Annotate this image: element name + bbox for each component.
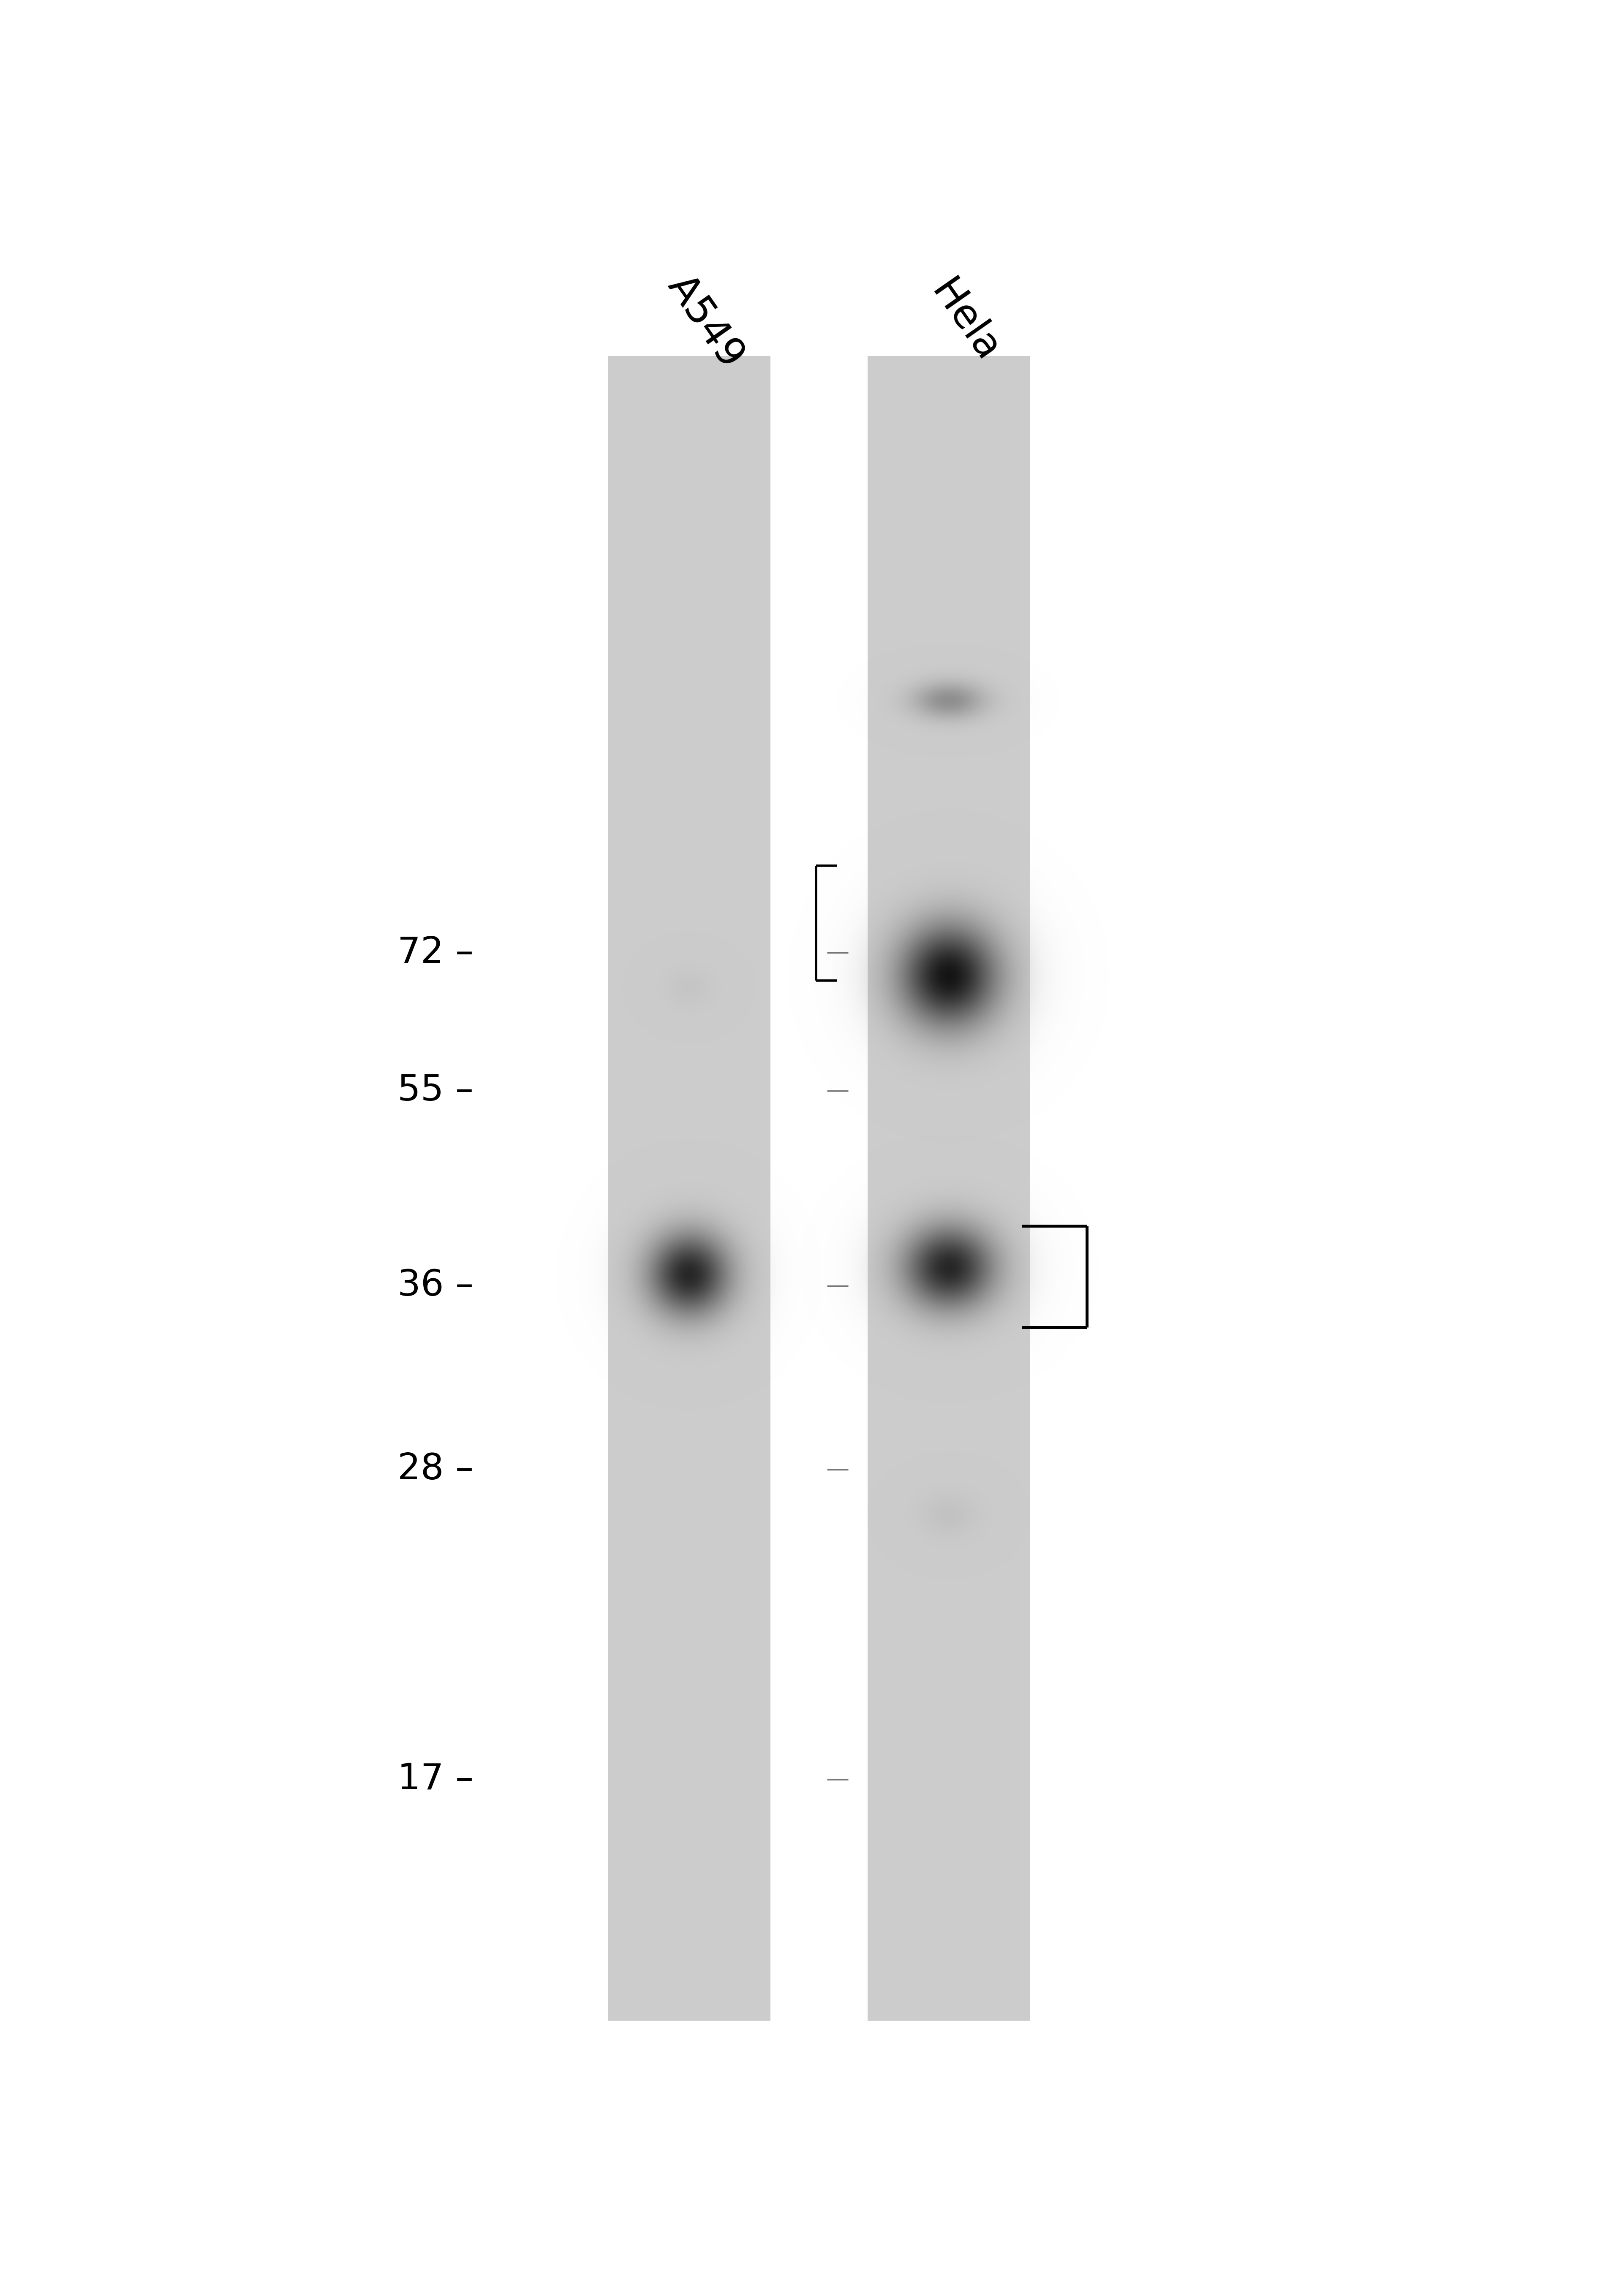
Text: A549: A549 — [660, 269, 751, 374]
Text: 72 –: 72 – — [397, 934, 474, 971]
Bar — [868, 356, 1030, 2020]
Bar — [608, 356, 770, 2020]
Text: Hela: Hela — [923, 273, 1007, 370]
Text: 36 –: 36 – — [397, 1267, 474, 1304]
Text: 55 –: 55 – — [397, 1072, 474, 1109]
Text: 17 –: 17 – — [397, 1761, 474, 1798]
Text: 28 –: 28 – — [397, 1451, 474, 1488]
